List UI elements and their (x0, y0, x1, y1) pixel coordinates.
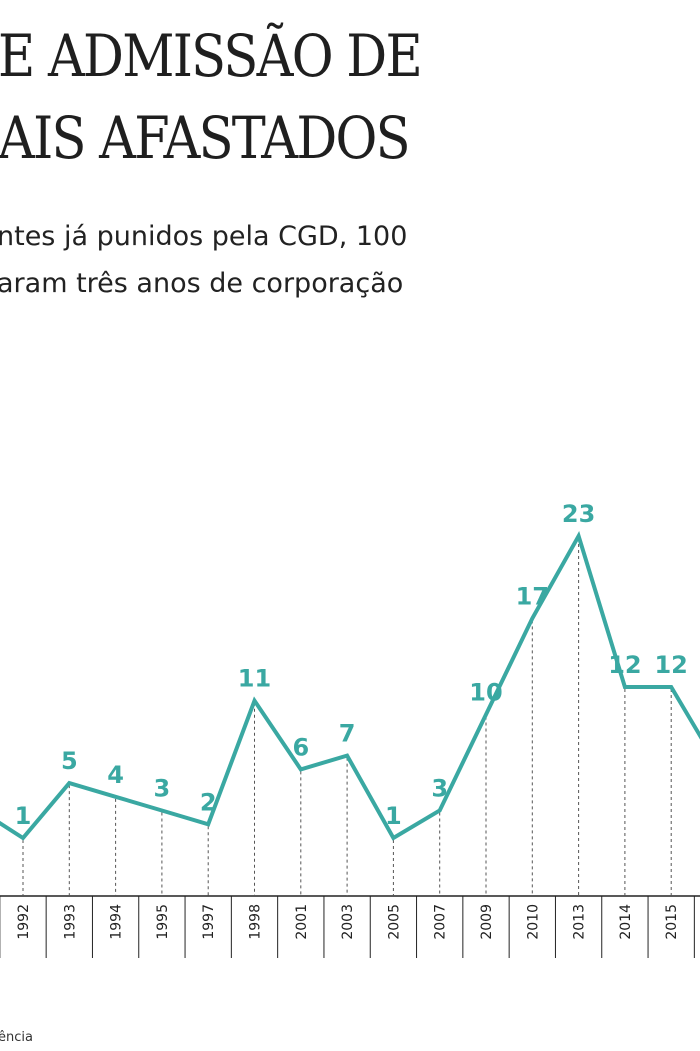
data-label: 2 (200, 788, 217, 816)
data-label: 23 (562, 500, 595, 528)
data-label: 5 (61, 747, 78, 775)
x-tick-labels: 1992 1993 1994 1995 1997 1998 2001 2003 2005 2007… (16, 904, 680, 940)
chart-title-line-1: E ADMISSÃO DE (0, 22, 423, 90)
data-label: 12 (654, 651, 687, 679)
data-label: 10 (469, 678, 502, 706)
data-label: 12 (608, 651, 641, 679)
source-note: ência (0, 1030, 33, 1045)
chart-subtitle-line-1: ntes já punidos pela CGD, 100 (0, 221, 408, 252)
data-label: 7 (339, 720, 356, 748)
data-label: 3 (431, 775, 448, 803)
data-label: 1 (385, 802, 402, 830)
x-axis (0, 895, 700, 958)
x-tick-label: 1993 (62, 904, 78, 940)
x-tick-label: 2007 (433, 904, 449, 940)
x-tick-label: 2014 (618, 904, 634, 940)
chart-subtitle-line-2: aram três anos de corporação (0, 268, 404, 299)
x-tick-label: 1994 (109, 904, 125, 940)
data-label: 11 (238, 665, 271, 693)
x-tick-label: 2001 (294, 904, 310, 940)
x-tick-label: 2010 (525, 904, 541, 940)
data-label: 3 (154, 775, 171, 803)
x-tick-label: 1998 (248, 904, 264, 940)
data-label: 17 (516, 582, 549, 610)
drop-lines (22, 538, 672, 896)
x-tick-label: 1997 (201, 904, 217, 940)
data-label: 1 (15, 802, 32, 830)
series-layer (0, 530, 700, 841)
x-tick-label: 2009 (479, 904, 495, 940)
x-tick-label: 2005 (386, 904, 402, 940)
x-tick-label: 1992 (16, 904, 32, 940)
data-label: 4 (107, 761, 124, 789)
x-tick-label: 2003 (340, 904, 356, 940)
x-tick-label: 2013 (572, 904, 588, 940)
x-tick-label: 1995 (155, 904, 171, 940)
data-labels: 1 5 4 3 2 11 6 7 1 3 10 17 23 12 12 (15, 500, 688, 830)
chart-title-line-2: AIS AFASTADOS (0, 104, 411, 172)
x-tick-label: 2015 (664, 904, 680, 940)
series-line (0, 530, 700, 841)
data-label: 6 (292, 733, 309, 761)
